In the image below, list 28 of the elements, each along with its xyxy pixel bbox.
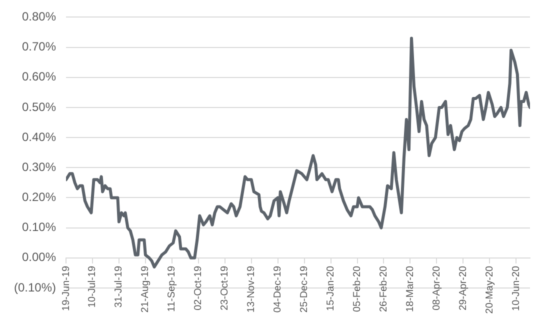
x-tick-label: 05-Feb-20 [352, 265, 364, 312]
y-tick-label: 0.00% [22, 250, 56, 264]
x-tick-label: 18-Mar-20 [404, 265, 416, 312]
x-tick-label: 21-Aug-19 [140, 265, 152, 313]
y-tick-label: 0.40% [22, 130, 56, 144]
y-tick-label: (0.10%) [14, 280, 56, 294]
y-tick-label: 0.20% [22, 190, 56, 204]
x-tick-label: 10-Jun-20 [510, 265, 522, 311]
x-tick-label: 02-Oct-19 [193, 265, 204, 310]
y-tick-label: 0.60% [22, 70, 56, 84]
x-tick-label: 20-May-20 [484, 265, 496, 314]
x-tick-label: 31-Jul-19 [114, 265, 125, 308]
y-tick-label: 0.70% [22, 40, 56, 54]
x-tick-label: 08-Apr-20 [431, 265, 442, 310]
x-tick-label: 23-Oct-19 [220, 265, 231, 310]
y-tick-label: 0.80% [22, 10, 56, 24]
x-tick-label: 10-Jul-19 [87, 265, 98, 308]
x-tick-label: 13-Nov-19 [246, 265, 258, 313]
y-tick-label: 0.30% [22, 160, 56, 174]
x-tick-label: 25-Dec-19 [299, 265, 310, 313]
x-tick-label: 15-Jan-20 [326, 265, 337, 311]
x-tick-label: 29-Apr-20 [458, 265, 469, 310]
x-tick-label: 26-Feb-20 [378, 265, 390, 312]
x-tick-label: 19-Jun-19 [60, 265, 72, 311]
y-tick-label: 0.50% [22, 100, 56, 114]
y-tick-label: 0.10% [22, 220, 56, 234]
x-tick-label: 11-Sep-19 [166, 265, 178, 312]
x-tick-label: 04-Dec-19 [272, 265, 284, 313]
